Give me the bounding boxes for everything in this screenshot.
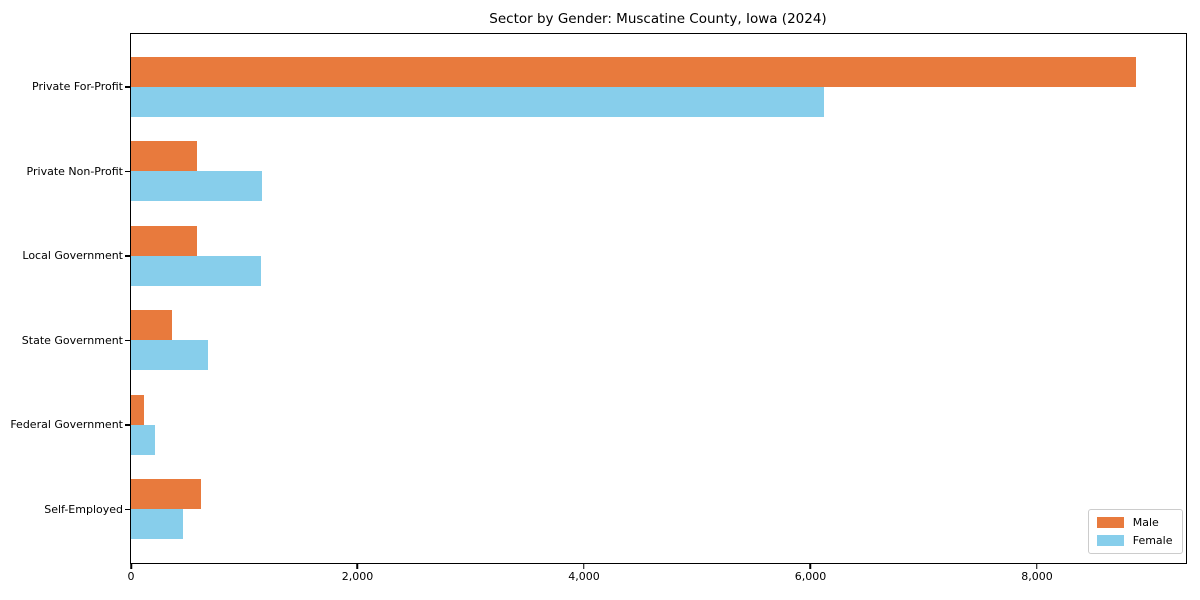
y-axis-label-state-government: State Government — [21, 333, 123, 347]
legend-swatch-female — [1096, 534, 1124, 546]
legend-item-male: Male — [1096, 515, 1173, 529]
x-tick — [356, 563, 359, 569]
bar-female-federal-government — [130, 424, 156, 455]
legend-label-female: Female — [1132, 533, 1173, 547]
bar-female-self-employed — [130, 509, 183, 539]
bar-female-private-for-profit — [130, 86, 824, 117]
bar-female-local-government — [130, 255, 262, 286]
x-tick — [1036, 563, 1038, 569]
x-tick-label: 0 — [127, 570, 135, 583]
y-axis-label-local-government: Local Government — [22, 249, 123, 262]
bar-female-state-government — [130, 340, 208, 370]
x-tick-label: 2,000 — [341, 570, 374, 583]
bar-female-private-non-profit — [130, 171, 263, 201]
y-tick — [124, 508, 130, 511]
bar-male-local-government — [130, 225, 197, 256]
y-axis-label-self-employed: Self-Employed — [44, 502, 123, 516]
y-axis-label-private-non-profit: Private Non-Profit — [26, 164, 123, 178]
bar-male-state-government — [130, 310, 173, 340]
x-tick — [130, 563, 132, 569]
x-tick-label: 4,000 — [568, 570, 600, 583]
y-axis-label-federal-government: Federal Government — [10, 418, 123, 431]
y-tick — [124, 255, 130, 257]
bar-male-private-non-profit — [130, 141, 198, 171]
chart-title: Sector by Gender: Muscatine County, Iowa… — [489, 11, 827, 27]
y-tick — [124, 170, 130, 173]
legend-item-female: Female — [1096, 533, 1173, 547]
plot-area: Male Female — [129, 32, 1187, 564]
legend-label-male: Male — [1132, 515, 1159, 529]
bar-male-self-employed — [130, 479, 201, 509]
y-axis-label-private-for-profit: Private For-Profit — [32, 80, 123, 93]
y-tick — [124, 424, 130, 426]
x-tick-label: 8,000 — [1021, 570, 1053, 583]
bar-male-federal-government — [130, 394, 144, 425]
y-tick — [124, 86, 130, 88]
bar-male-private-for-profit — [130, 56, 1136, 87]
x-tick — [809, 563, 812, 569]
x-tick — [583, 563, 585, 569]
y-tick — [124, 339, 130, 342]
x-tick-label: 6,000 — [794, 570, 827, 583]
legend-swatch-male — [1096, 516, 1124, 528]
legend: Male Female — [1087, 508, 1183, 554]
